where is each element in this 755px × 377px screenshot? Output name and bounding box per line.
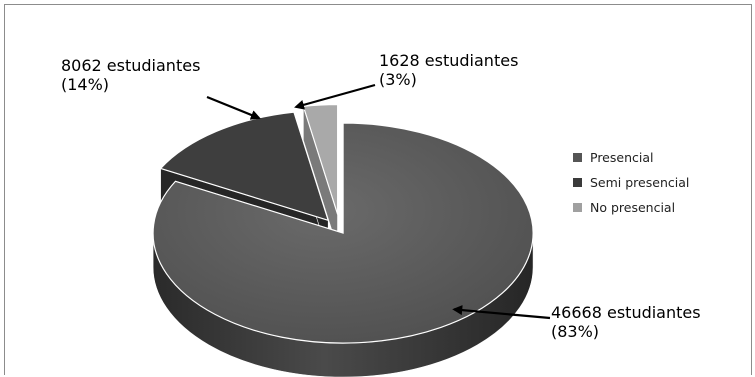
data-label-presencial: 46668 estudiantes (83%) (551, 303, 701, 341)
legend: Presencial Semi presencial No presencial (573, 146, 689, 221)
leader-arrow-no-presencial (294, 83, 376, 110)
legend-label-semi-presencial: Semi presencial (590, 174, 690, 190)
leader-arrow-semi-presencial (206, 95, 261, 120)
legend-item-no-presencial: No presencial (573, 196, 689, 218)
data-label-presencial-count: 46668 estudiantes (551, 303, 701, 322)
leader-arrow-presencial (452, 305, 551, 320)
data-label-no-presencial-count: 1628 estudiantes (379, 51, 519, 70)
data-label-presencial-percent: (83%) (551, 322, 600, 341)
legend-item-semi-presencial: Semi presencial (573, 171, 689, 193)
legend-label-no-presencial: No presencial (590, 199, 676, 215)
legend-swatch-semi-presencial (573, 177, 582, 187)
data-label-no-presencial-percent: (3%) (379, 70, 417, 89)
legend-item-presencial: Presencial (573, 146, 689, 168)
data-label-semi-presencial: 8062 estudiantes (14%) (61, 56, 200, 94)
legend-swatch-presencial (573, 152, 582, 162)
data-label-no-presencial: 1628 estudiantes (3%) (379, 51, 518, 89)
data-label-semi-presencial-count: 8062 estudiantes (61, 56, 201, 75)
chart-frame (4, 4, 752, 375)
legend-label-presencial: Presencial (590, 149, 654, 165)
pie-slice-presencial (152, 122, 534, 377)
legend-swatch-no-presencial (573, 202, 582, 212)
data-label-semi-presencial-percent: (14%) (61, 75, 110, 94)
